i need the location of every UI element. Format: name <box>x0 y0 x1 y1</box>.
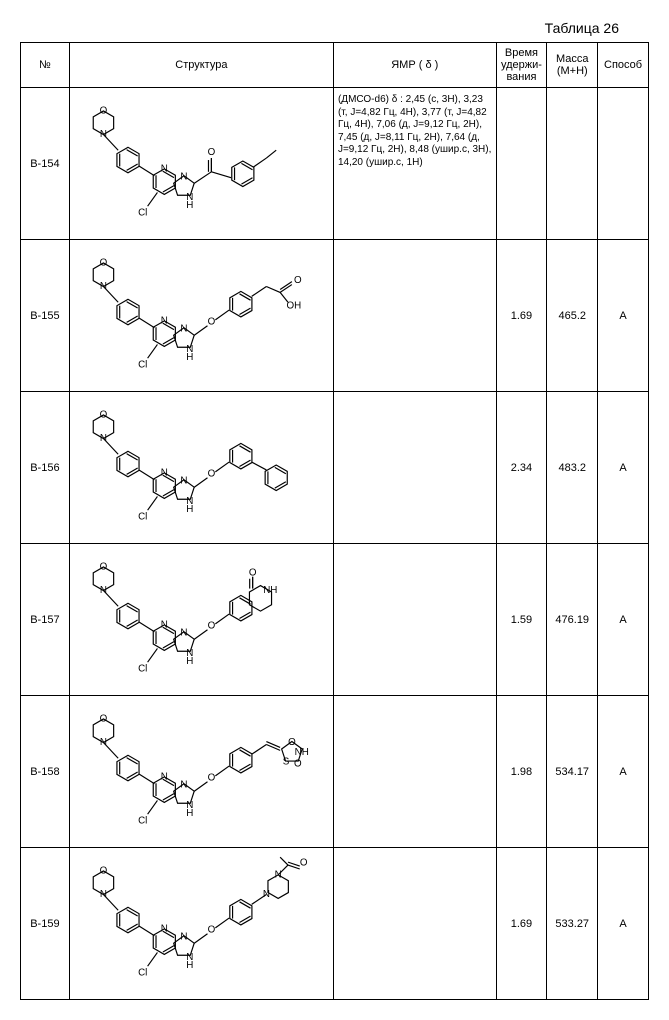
cell-nmr <box>333 392 496 544</box>
cell-method <box>598 88 649 240</box>
svg-text:O: O <box>207 316 215 327</box>
svg-text:H: H <box>186 200 193 211</box>
svg-text:N: N <box>180 323 187 334</box>
col-nmr: ЯМР ( δ ) <box>333 43 496 88</box>
cell-retention: 1.69 <box>496 240 547 392</box>
svg-text:N: N <box>180 627 187 638</box>
svg-text:N: N <box>180 931 187 942</box>
cell-nmr <box>333 240 496 392</box>
svg-text:H: H <box>186 808 193 819</box>
svg-text:O: O <box>207 772 215 783</box>
svg-text:N: N <box>180 171 187 182</box>
col-retention: Время удержи- вания <box>496 43 547 88</box>
cell-method: A <box>598 392 649 544</box>
svg-text:Cl: Cl <box>138 512 147 523</box>
cell-mass: 483.2 <box>547 392 598 544</box>
col-no: № <box>21 43 70 88</box>
cell-retention: 1.69 <box>496 848 547 1000</box>
cell-no: B-159 <box>21 848 70 1000</box>
cell-no: B-156 <box>21 392 70 544</box>
svg-text:O: O <box>294 275 302 286</box>
cell-retention: 1.59 <box>496 544 547 696</box>
cell-no: B-157 <box>21 544 70 696</box>
svg-text:Cl: Cl <box>138 360 147 371</box>
cell-structure: ONNNNHClOONHSO <box>69 696 333 848</box>
svg-text:NH: NH <box>263 585 277 596</box>
cell-nmr <box>333 848 496 1000</box>
svg-text:Cl: Cl <box>138 816 147 827</box>
table-header-row: № Структура ЯМР ( δ ) Время удержи- вани… <box>21 43 649 88</box>
cell-structure: ONNNNHClO <box>69 88 333 240</box>
cell-structure: ONNNNHClOOOH <box>69 240 333 392</box>
svg-text:O: O <box>207 147 215 158</box>
svg-text:O: O <box>99 106 107 117</box>
svg-text:O: O <box>99 866 107 877</box>
cell-retention: 2.34 <box>496 392 547 544</box>
table-row: B-158ONNNNHClOONHSO1.98534.17A <box>21 696 649 848</box>
cell-structure: ONNNNHClONHO <box>69 544 333 696</box>
svg-text:N: N <box>180 475 187 486</box>
svg-text:O: O <box>207 468 215 479</box>
svg-text:O: O <box>207 924 215 935</box>
svg-text:N: N <box>161 771 168 782</box>
svg-text:H: H <box>186 504 193 515</box>
svg-text:Cl: Cl <box>138 208 147 219</box>
svg-text:OH: OH <box>286 301 301 312</box>
svg-text:Cl: Cl <box>138 664 147 675</box>
svg-text:O: O <box>99 410 107 421</box>
cell-nmr <box>333 696 496 848</box>
table-row: B-155ONNNNHClOOOH1.69465.2A <box>21 240 649 392</box>
table-row: B-159ONNNNHClONNO1.69533.27A <box>21 848 649 1000</box>
cell-no: B-158 <box>21 696 70 848</box>
cell-mass: 533.27 <box>547 848 598 1000</box>
cell-structure: ONNNNHClONNO <box>69 848 333 1000</box>
cell-retention <box>496 88 547 240</box>
cell-method: A <box>598 240 649 392</box>
svg-text:O: O <box>294 759 302 770</box>
svg-text:N: N <box>274 869 281 880</box>
svg-text:O: O <box>99 562 107 573</box>
col-structure: Структура <box>69 43 333 88</box>
table-row: B-156ONNNNHClO2.34483.2A <box>21 392 649 544</box>
svg-text:H: H <box>186 656 193 667</box>
cell-no: B-154 <box>21 88 70 240</box>
cell-structure: ONNNNHClO <box>69 392 333 544</box>
col-mass: Масса (M+H) <box>547 43 598 88</box>
svg-text:N: N <box>161 315 168 326</box>
cell-mass: 476.19 <box>547 544 598 696</box>
col-method: Способ <box>598 43 649 88</box>
svg-text:N: N <box>180 779 187 790</box>
svg-text:O: O <box>300 858 308 869</box>
cell-mass: 534.17 <box>547 696 598 848</box>
cell-method: A <box>598 696 649 848</box>
svg-text:N: N <box>161 923 168 934</box>
data-table: № Структура ЯМР ( δ ) Время удержи- вани… <box>20 42 649 1000</box>
cell-mass: 465.2 <box>547 240 598 392</box>
table-title: Таблица 26 <box>20 20 649 36</box>
svg-text:N: N <box>161 619 168 630</box>
svg-text:O: O <box>207 620 215 631</box>
svg-text:O: O <box>249 567 257 578</box>
cell-method: A <box>598 848 649 1000</box>
cell-no: B-155 <box>21 240 70 392</box>
svg-text:N: N <box>161 163 168 174</box>
svg-text:S: S <box>283 757 290 768</box>
cell-nmr <box>333 544 496 696</box>
cell-nmr: (ДМСО-d6) δ : 2,45 (с, 3H), 3,23 (т, J=4… <box>333 88 496 240</box>
cell-retention: 1.98 <box>496 696 547 848</box>
svg-text:O: O <box>99 714 107 725</box>
table-row: B-154ONNNNHClO(ДМСО-d6) δ : 2,45 (с, 3H)… <box>21 88 649 240</box>
table-row: B-157ONNNNHClONHO1.59476.19A <box>21 544 649 696</box>
cell-mass <box>547 88 598 240</box>
svg-text:O: O <box>99 258 107 269</box>
svg-text:NH: NH <box>294 747 308 758</box>
svg-text:Cl: Cl <box>138 968 147 979</box>
svg-text:N: N <box>161 467 168 478</box>
svg-text:H: H <box>186 960 193 971</box>
cell-method: A <box>598 544 649 696</box>
svg-text:N: N <box>263 889 270 900</box>
svg-text:H: H <box>186 352 193 363</box>
